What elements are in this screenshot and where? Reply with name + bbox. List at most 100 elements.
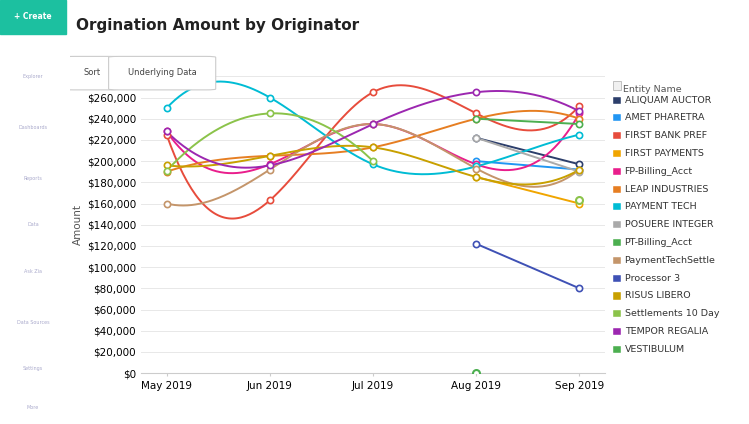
Settlements 10 Day	[217, 125, 226, 130]
FP-Billing_Acct	[274, 158, 283, 163]
Bar	[0, 0, 66, 34]
LEAP INDUSTRIES	[557, 111, 565, 116]
LEAP INDUSTRIES	[162, 169, 171, 174]
Text: Data: Data	[27, 222, 39, 227]
Text: FP-Billing_Acct: FP-Billing_Acct	[625, 167, 693, 176]
PAYMENT TECH	[179, 91, 188, 96]
RISUS LIBERO	[179, 164, 188, 169]
PAYMENT TECH	[241, 84, 250, 89]
RISUS LIBERO	[187, 164, 196, 169]
LEAP INDUSTRIES	[575, 116, 584, 121]
PAYMENT TECH	[216, 79, 225, 84]
Processor 3	[575, 286, 584, 291]
TEMPOR REGALIA	[162, 129, 171, 134]
PaymentTechSettle	[274, 162, 283, 167]
PAYMENT TECH	[162, 106, 171, 111]
FIRST BANK PREF	[187, 186, 196, 191]
Line: Processor 3: Processor 3	[476, 244, 580, 288]
Text: Data Sources: Data Sources	[16, 320, 49, 325]
Text: Settings: Settings	[22, 366, 43, 371]
Text: More: More	[27, 404, 39, 410]
Bar	[613, 275, 621, 282]
FP-Billing_Acct	[241, 169, 250, 174]
Bar	[613, 132, 621, 139]
Text: FIRST PAYMENTS: FIRST PAYMENTS	[625, 149, 703, 158]
PAYMENT TECH	[274, 100, 283, 106]
PT-Billing_Acct	[472, 116, 481, 121]
POSUERE INTEGER	[575, 169, 584, 174]
RISUS LIBERO	[162, 163, 171, 168]
Bar	[613, 293, 621, 299]
Text: PaymentTechSettle: PaymentTechSettle	[625, 256, 715, 265]
TEMPOR REGALIA	[544, 96, 553, 101]
Bar	[613, 346, 621, 353]
Bar	[613, 114, 621, 121]
FP-Billing_Acct	[162, 129, 171, 134]
LEAP INDUSTRIES	[542, 109, 551, 114]
PT-Billing_Acct	[575, 121, 584, 126]
PaymentTechSettle	[179, 203, 188, 208]
AMET PHARETRA	[575, 167, 584, 172]
Line: RISUS LIBERO: RISUS LIBERO	[166, 146, 580, 184]
Bar	[613, 204, 621, 210]
Line: PAYMENT TECH: PAYMENT TECH	[166, 81, 580, 174]
Text: VESTIBULUM: VESTIBULUM	[625, 345, 685, 354]
TEMPOR REGALIA	[179, 143, 188, 148]
TEMPOR REGALIA	[239, 165, 248, 170]
Text: Orgination Amount by Originator: Orgination Amount by Originator	[76, 18, 360, 33]
LEAP INDUSTRIES	[272, 153, 281, 158]
FIRST BANK PREF	[274, 190, 283, 195]
Line: FIRST PAYMENTS: FIRST PAYMENTS	[476, 177, 580, 204]
Text: + Create: + Create	[14, 12, 52, 22]
FP-Billing_Acct	[575, 111, 584, 116]
TEMPOR REGALIA	[274, 161, 283, 166]
AMET PHARETRA	[472, 159, 481, 164]
PaymentTechSettle	[162, 201, 171, 206]
Text: Reports: Reports	[23, 176, 43, 181]
Line: LEAP INDUSTRIES: LEAP INDUSTRIES	[166, 111, 580, 172]
FIRST BANK PREF	[228, 216, 237, 221]
Line: TEMPOR REGALIA: TEMPOR REGALIA	[166, 91, 580, 168]
Settlements 10 Day	[369, 159, 377, 164]
FancyBboxPatch shape	[64, 56, 118, 90]
Line: FP-Billing_Acct: FP-Billing_Acct	[166, 114, 580, 173]
Y-axis label: Amount: Amount	[73, 204, 82, 245]
Text: ALIQUAM AUCTOR: ALIQUAM AUCTOR	[625, 95, 711, 105]
RISUS LIBERO	[519, 182, 528, 187]
Text: RISUS LIBERO: RISUS LIBERO	[625, 291, 691, 301]
Text: PT-Billing_Acct: PT-Billing_Acct	[625, 238, 693, 247]
ALIQUAM AUCTOR	[472, 135, 481, 140]
TEMPOR REGALIA	[575, 109, 584, 114]
RISUS LIBERO	[239, 158, 248, 163]
Line: PT-Billing_Acct: PT-Billing_Acct	[476, 119, 580, 124]
Text: PAYMENT TECH: PAYMENT TECH	[625, 202, 697, 212]
Text: Ask Zia: Ask Zia	[24, 269, 42, 274]
Text: AMET PHARETRA: AMET PHARETRA	[625, 113, 704, 123]
Bar	[613, 221, 621, 228]
Settlements 10 Day	[175, 156, 184, 161]
RISUS LIBERO	[575, 167, 584, 172]
PAYMENT TECH	[419, 172, 428, 177]
PAYMENT TECH	[187, 86, 196, 91]
LEAP INDUSTRIES	[179, 164, 188, 169]
PaymentTechSettle	[558, 178, 567, 183]
PaymentTechSettle	[189, 202, 198, 207]
Processor 3	[472, 241, 481, 246]
FP-Billing_Acct	[179, 149, 188, 154]
Text: Sort: Sort	[83, 67, 100, 77]
PaymentTechSettle	[368, 121, 377, 126]
TEMPOR REGALIA	[494, 89, 503, 94]
FIRST PAYMENTS	[472, 175, 481, 180]
RISUS LIBERO	[544, 179, 553, 184]
Text: Underlying Data: Underlying Data	[128, 67, 196, 77]
Text: Dashboards: Dashboards	[19, 125, 47, 130]
RISUS LIBERO	[345, 143, 354, 148]
FIRST BANK PREF	[162, 132, 171, 137]
TEMPOR REGALIA	[558, 101, 567, 106]
Text: Settlements 10 Day: Settlements 10 Day	[625, 309, 719, 318]
FP-Billing_Acct	[557, 138, 565, 143]
FIRST BANK PREF	[179, 172, 188, 177]
Bar	[613, 257, 621, 264]
Text: POSUERE INTEGER: POSUERE INTEGER	[625, 220, 713, 229]
PAYMENT TECH	[558, 137, 567, 142]
